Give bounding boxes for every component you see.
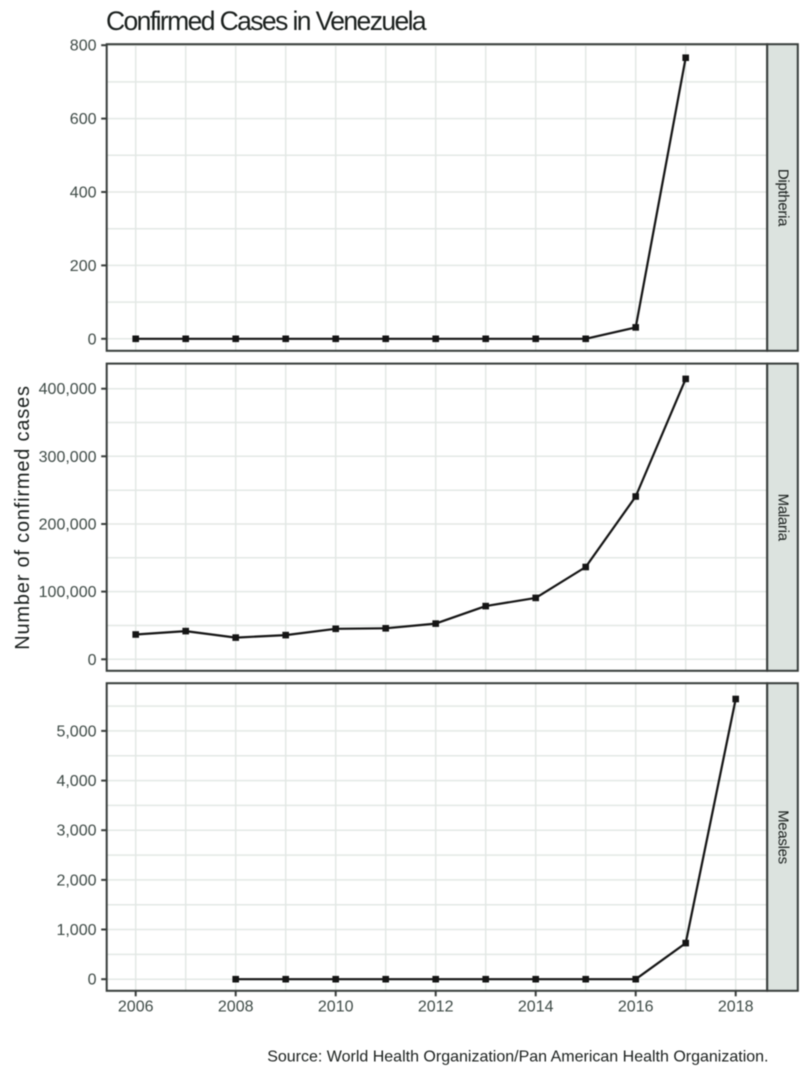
svg-text:Malaria: Malaria (775, 494, 792, 542)
svg-text:0: 0 (88, 652, 97, 669)
svg-text:2010: 2010 (318, 999, 354, 1016)
svg-text:600: 600 (70, 111, 97, 128)
svg-text:4,000: 4,000 (56, 773, 96, 790)
svg-text:0: 0 (88, 972, 97, 989)
svg-text:2,000: 2,000 (56, 872, 96, 889)
svg-text:2016: 2016 (618, 999, 654, 1016)
svg-text:2014: 2014 (518, 999, 554, 1016)
svg-text:1,000: 1,000 (56, 922, 96, 939)
svg-text:400,000: 400,000 (39, 381, 97, 398)
svg-text:0: 0 (88, 331, 97, 348)
svg-text:2018: 2018 (718, 999, 754, 1016)
svg-text:2006: 2006 (118, 999, 154, 1016)
svg-text:800: 800 (70, 38, 97, 55)
svg-text:Number of confirmed cases: Number of confirmed cases (12, 385, 34, 650)
svg-text:400: 400 (70, 185, 97, 202)
svg-text:3,000: 3,000 (56, 823, 96, 840)
svg-text:2012: 2012 (418, 999, 454, 1016)
svg-text:Confirmed Cases in Venezuela: Confirmed Cases in Venezuela (106, 6, 427, 36)
svg-text:100,000: 100,000 (39, 584, 97, 601)
svg-text:200,000: 200,000 (39, 517, 97, 534)
svg-text:5,000: 5,000 (56, 723, 96, 740)
svg-text:Measles: Measles (775, 810, 792, 864)
svg-text:300,000: 300,000 (39, 449, 97, 466)
svg-text:200: 200 (70, 258, 97, 275)
svg-text:Source: World Health Organizat: Source: World Health Organization/Pan Am… (267, 1049, 768, 1066)
svg-text:2008: 2008 (218, 999, 254, 1016)
svg-text:Diptheria: Diptheria (775, 169, 792, 227)
